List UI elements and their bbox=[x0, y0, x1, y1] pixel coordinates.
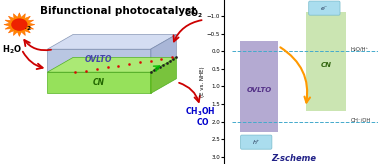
Text: CN: CN bbox=[320, 62, 331, 68]
Polygon shape bbox=[47, 57, 177, 72]
Text: CN: CN bbox=[93, 78, 105, 87]
Bar bbox=[305, 12, 346, 111]
Text: $\mathbf{H_2O}$: $\mathbf{H_2O}$ bbox=[2, 43, 22, 56]
Text: OVLTO: OVLTO bbox=[246, 87, 272, 93]
Polygon shape bbox=[150, 57, 177, 93]
Text: $\mathbf{CO_2}$: $\mathbf{CO_2}$ bbox=[184, 7, 203, 20]
Text: OVLTO: OVLTO bbox=[85, 55, 113, 64]
Text: OH⁻/OH: OH⁻/OH bbox=[350, 117, 371, 122]
Polygon shape bbox=[150, 34, 177, 72]
Text: H₂O/H⁺: H₂O/H⁺ bbox=[350, 47, 369, 52]
FancyBboxPatch shape bbox=[309, 1, 340, 15]
Text: Bifunctional photocatalyst: Bifunctional photocatalyst bbox=[40, 7, 197, 16]
Polygon shape bbox=[47, 72, 150, 93]
Text: $\mathbf{H_2}$: $\mathbf{H_2}$ bbox=[19, 20, 32, 33]
Text: $\mathbf{CO}$: $\mathbf{CO}$ bbox=[196, 116, 209, 127]
Text: h⁺: h⁺ bbox=[253, 140, 260, 145]
Text: Z-scheme: Z-scheme bbox=[271, 154, 316, 163]
FancyBboxPatch shape bbox=[240, 135, 272, 149]
Text: e⁻: e⁻ bbox=[321, 6, 328, 11]
Polygon shape bbox=[47, 49, 150, 72]
Polygon shape bbox=[47, 34, 177, 49]
Y-axis label: (E vs. NHE): (E vs. NHE) bbox=[200, 67, 205, 97]
Bar bbox=[240, 41, 278, 132]
Polygon shape bbox=[4, 13, 35, 36]
Circle shape bbox=[11, 18, 28, 31]
Text: $\mathbf{CH_3OH}$: $\mathbf{CH_3OH}$ bbox=[185, 106, 215, 118]
